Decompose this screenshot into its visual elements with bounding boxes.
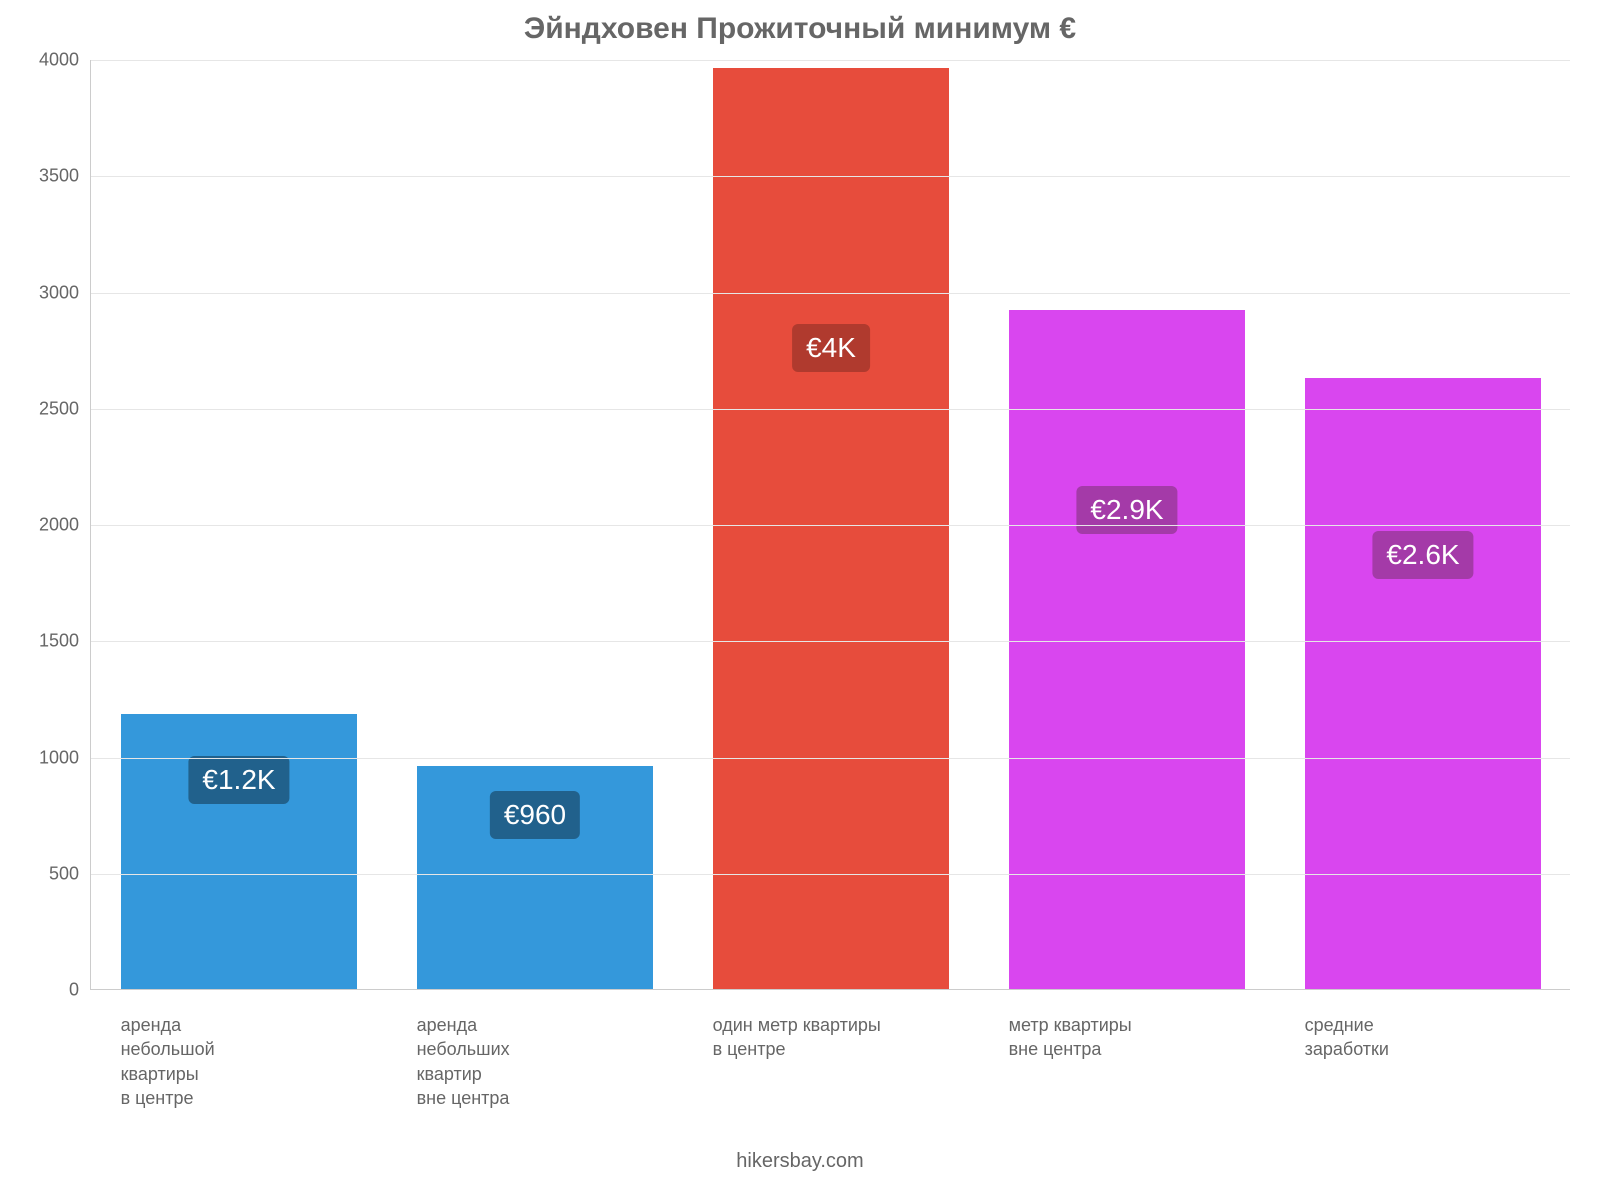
xtick-label: метр квартиры вне центра [1009,989,1246,1062]
ytick-label: 4000 [39,50,91,71]
ytick-label: 2000 [39,515,91,536]
gridline [91,641,1570,642]
value-badge: €2.9K [1076,486,1177,534]
gridline [91,409,1570,410]
gridline [91,525,1570,526]
xtick-label: один метр квартиры в центре [713,989,950,1062]
bar: €2.9K [1009,310,1246,989]
chart-title: Эйндховен Прожиточный минимум € [0,12,1600,46]
ytick-label: 3500 [39,166,91,187]
gridline [91,60,1570,61]
bar: €1.2K [121,714,358,990]
chart-credit: hikersbay.com [0,1150,1600,1173]
ytick-label: 0 [69,980,91,1001]
chart-container: Эйндховен Прожиточный минимум € €1.2K €96… [0,0,1600,1200]
ytick-label: 1500 [39,631,91,652]
xtick-label: аренда небольшой квартиры в центре [121,989,358,1110]
ytick-label: 2500 [39,398,91,419]
xtick-label: аренда небольших квартир вне центра [417,989,654,1110]
bar: €960 [417,766,654,989]
value-badge: €4K [792,324,870,372]
value-badge: €2.6K [1372,531,1473,579]
ytick-label: 1000 [39,747,91,768]
ytick-label: 500 [49,863,91,884]
bar: €2.6K [1305,378,1542,989]
bar: €4K [713,68,950,989]
gridline [91,176,1570,177]
xtick-label: средние заработки [1305,989,1542,1062]
plot-area: €1.2K€960€4K€2.9K€2.6K 05001000150020002… [90,60,1570,990]
gridline [91,758,1570,759]
value-badge: €960 [490,791,580,839]
value-badge: €1.2K [188,756,289,804]
ytick-label: 3000 [39,282,91,303]
gridline [91,293,1570,294]
gridline [91,874,1570,875]
